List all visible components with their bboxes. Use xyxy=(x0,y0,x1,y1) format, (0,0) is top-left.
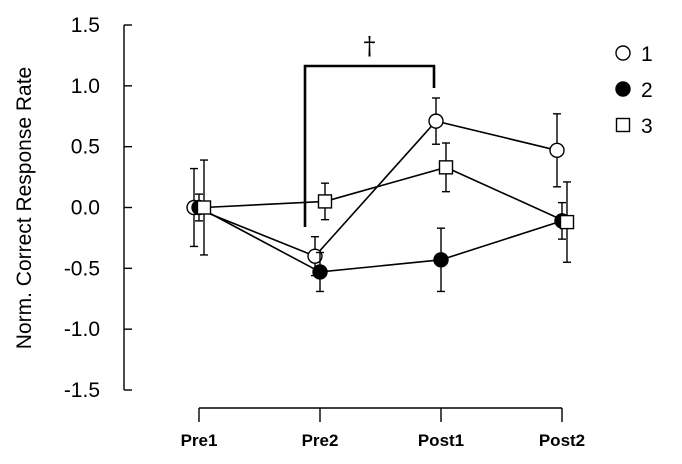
data-point xyxy=(428,113,444,129)
data-point xyxy=(312,264,328,280)
series-2 xyxy=(191,193,570,293)
series-line xyxy=(203,166,568,223)
legend-label: 2 xyxy=(641,79,653,102)
data-point xyxy=(196,200,212,215)
significance-marker: † xyxy=(364,32,376,60)
x-tick-label: Post1 xyxy=(418,431,464,450)
data-point xyxy=(559,214,575,230)
series-3 xyxy=(196,142,575,263)
legend-item: 3 xyxy=(615,115,653,138)
x-axis: Pre1 Pre2 Post1 Post2 xyxy=(181,407,585,450)
legend-label: 3 xyxy=(641,115,653,138)
x-tick-label: Post2 xyxy=(539,431,585,450)
data-series xyxy=(186,97,575,293)
x-tick-label: Pre1 xyxy=(181,431,218,450)
y-tick-label: -1.0 xyxy=(64,318,100,341)
y-tick-label: -1.5 xyxy=(64,379,100,402)
y-axis-label: Norm. Correct Response Rate xyxy=(13,67,36,349)
data-point xyxy=(317,194,333,209)
legend-marker xyxy=(615,117,631,133)
y-axis: 1.5 1.0 0.5 0.0 -0.5 -1.0 -1.5 xyxy=(64,14,132,402)
series-line xyxy=(193,120,558,258)
x-tick-label: Pre2 xyxy=(302,431,339,450)
legend: 1 2 3 xyxy=(615,43,653,138)
legend-marker xyxy=(615,45,631,61)
legend-item: 1 xyxy=(615,43,653,66)
legend-marker xyxy=(615,81,631,97)
significance-annotation: † xyxy=(303,32,436,227)
significance-bracket xyxy=(303,64,436,227)
y-tick-label: 0.0 xyxy=(71,197,100,220)
data-point xyxy=(438,160,454,175)
legend-item: 2 xyxy=(615,79,653,102)
data-point xyxy=(433,252,449,268)
legend-label: 1 xyxy=(641,43,653,66)
data-point xyxy=(549,142,565,159)
y-tick-label: 1.0 xyxy=(71,75,100,98)
series-line xyxy=(198,206,563,273)
y-tick-label: -0.5 xyxy=(64,257,100,280)
y-tick-label: 1.5 xyxy=(71,14,100,37)
y-tick-label: 0.5 xyxy=(71,136,100,159)
